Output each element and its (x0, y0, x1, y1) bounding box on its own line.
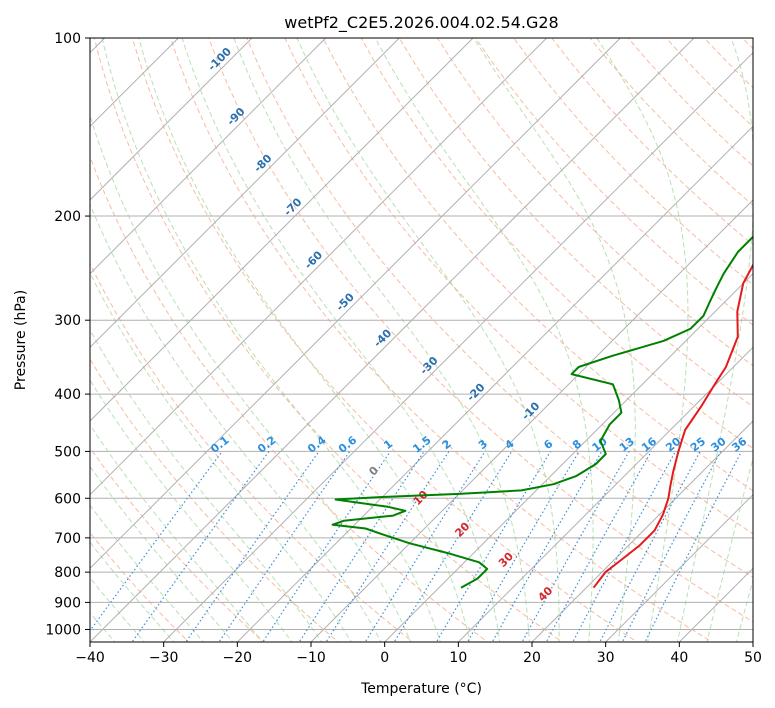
mixing-ratio-line (621, 451, 722, 642)
y-tick-label: 800 (54, 565, 81, 581)
x-tick-label: −40 (75, 650, 105, 666)
x-tick-label: 50 (744, 650, 762, 666)
y-tick-label: 600 (54, 491, 81, 507)
x-tick-label: 20 (523, 650, 541, 666)
isotherm-line (90, 38, 621, 570)
mixing-ratio-line (435, 451, 552, 642)
mixing-ratio-line (599, 451, 701, 642)
dry-adiabat-line (284, 38, 753, 535)
dry-adiabat-line (169, 38, 713, 642)
profile-series (331, 235, 753, 589)
x-tick-label: −10 (296, 650, 326, 666)
y-tick-label: 900 (54, 595, 81, 611)
mixing-ratio-line (545, 451, 652, 642)
y-tick-label: 700 (54, 531, 81, 547)
isotherm-line (310, 199, 753, 642)
mixing-ratio-line (262, 451, 391, 642)
mixing-ratio-line (364, 451, 486, 642)
x-axis-label: Temperature (°C) (360, 681, 482, 697)
isotherm-line (90, 38, 400, 349)
dry-adiabat-line (398, 38, 753, 408)
y-axis-label: Pressure (hPa) (13, 290, 29, 390)
mixing-ratio-line (218, 451, 351, 642)
isotherm-line (90, 38, 327, 275)
dry-adiabat-line (246, 38, 753, 578)
isotherm-line (457, 346, 753, 642)
dry-adiabat-line (436, 38, 753, 367)
moist-adiabat-line (90, 465, 234, 642)
y-tick-label: 200 (54, 209, 81, 225)
y-tick-label: 400 (54, 387, 81, 403)
y-tick-label: 100 (54, 31, 81, 47)
y-tick-label: 1000 (45, 622, 81, 638)
y-tick-label: 300 (54, 313, 81, 329)
isotherm-line (384, 272, 753, 642)
x-tick-label: 40 (670, 650, 688, 666)
isotherm-line (236, 125, 753, 642)
plot-area: 0.1 0.2 0.4 0.6 1 1.5 2 3 4 6 8 10 13 16 20 25 30 36-100-… (90, 38, 753, 642)
isotherms (90, 38, 753, 642)
mixing-ratio-line (466, 451, 580, 642)
x-tick-label: 10 (449, 650, 467, 666)
isotherm-line (90, 38, 548, 496)
mixing-ratio-line (185, 451, 320, 642)
x-tick-label: 30 (597, 650, 615, 666)
dry-adiabat-line (322, 38, 753, 492)
temperature-line (592, 262, 753, 589)
moist-adiabat-line (90, 378, 293, 642)
isotherm-line (531, 420, 753, 642)
mixing-ratio-line (298, 451, 425, 642)
isotherm-line (90, 38, 253, 201)
y-axis-ticks: 100 200 300 400 500 600 700 800 900 1000 (45, 31, 90, 638)
mixing-ratio-line (90, 451, 223, 632)
isotherm-line (90, 38, 474, 422)
dry-adiabat-line (90, 155, 489, 642)
x-tick-label: −20 (223, 650, 253, 666)
x-tick-label: −30 (149, 650, 179, 666)
x-tick-label: 0 (380, 650, 389, 666)
isotherm-line (163, 51, 753, 642)
mixing-ratio-line (393, 451, 513, 642)
mixing-ratio-lines (90, 451, 743, 642)
x-axis-ticks: −40 −30 −20 −10 0 10 20 30 40 50 (75, 642, 762, 666)
y-tick-label: 500 (54, 444, 81, 460)
plot-frame (89, 37, 754, 643)
dewpoint-line (331, 235, 753, 589)
pressure-gridlines (90, 38, 753, 630)
isotherm-line (605, 493, 753, 642)
chart-title: wetPf2_C2E5.2026.004.02.54.G28 (284, 13, 558, 33)
mixing-ratio-line (131, 451, 270, 642)
moist-adiabat-line (90, 424, 264, 642)
isotherm-line (90, 38, 695, 642)
